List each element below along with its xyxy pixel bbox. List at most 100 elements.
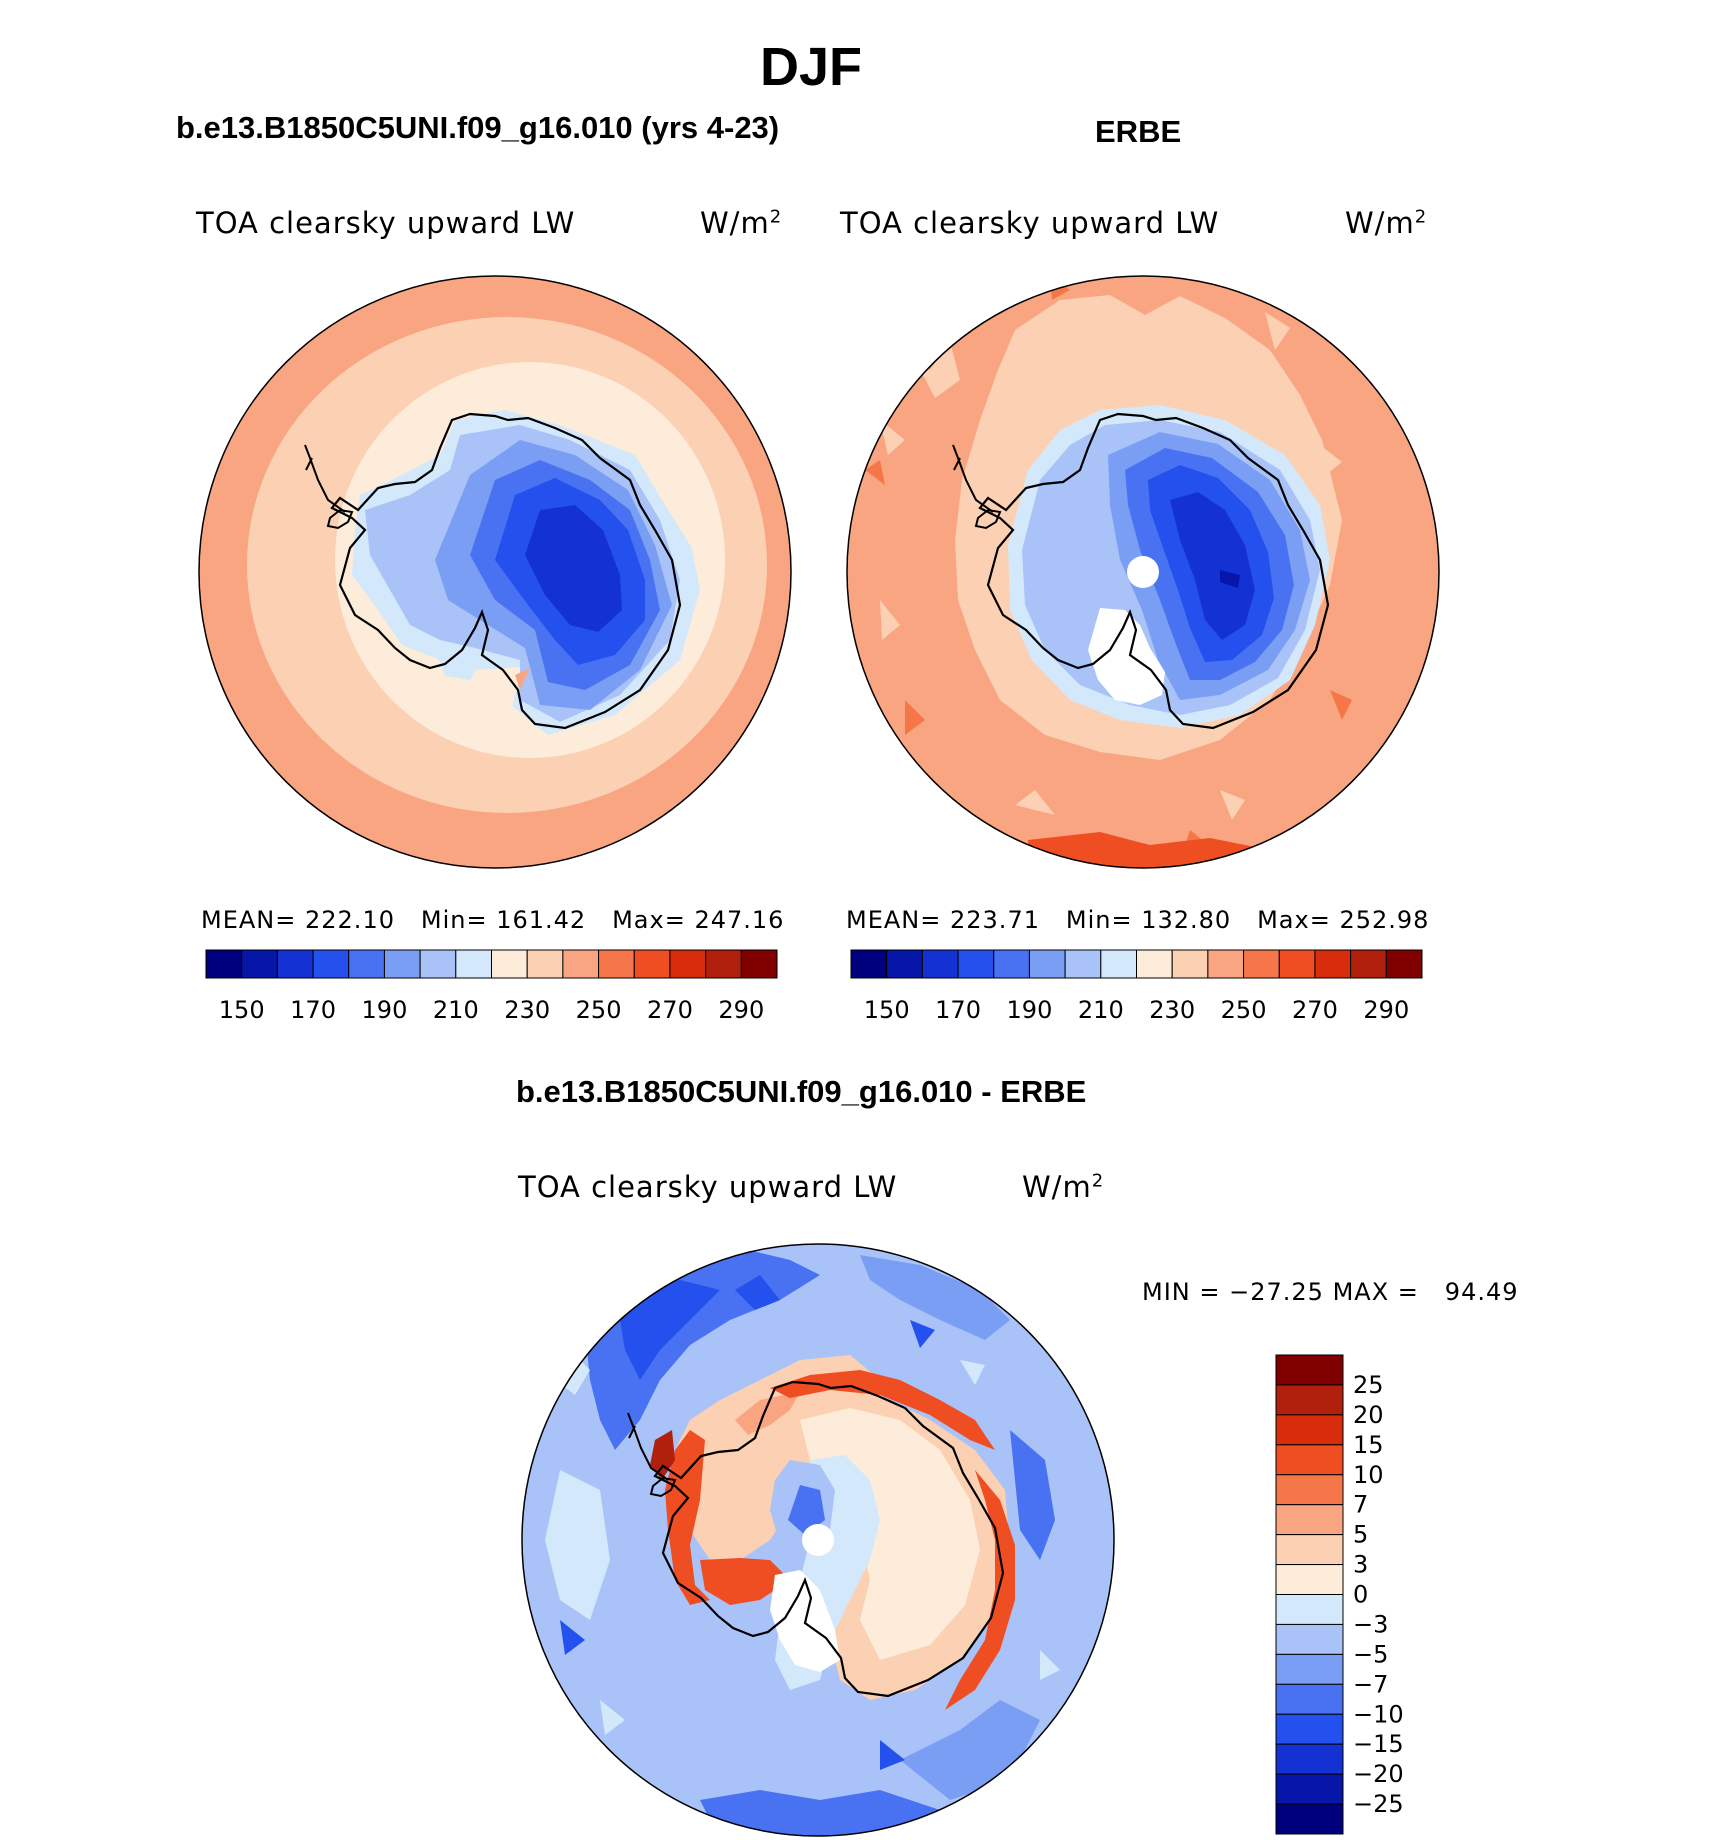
obs-units-label: W/m2 <box>1345 206 1428 240</box>
model-colorbar-box-0 <box>205 949 243 979</box>
model-map-border <box>198 275 792 869</box>
obs-map-pole-hole <box>1127 556 1159 588</box>
obs-colorbar-tick-label: 270 <box>1292 996 1338 1024</box>
page-title: DJF <box>760 37 863 97</box>
obs-colorbar-tick-label: 250 <box>1221 996 1267 1024</box>
diff-map-border <box>521 1243 1115 1837</box>
diff-colorbar-tick-label: 7 <box>1353 1491 1368 1519</box>
obs-colorbar-tick-label: 230 <box>1149 996 1195 1024</box>
model-map-weddell-shelf <box>326 508 354 530</box>
model-map-ice-170 <box>525 505 622 632</box>
diff-map-pos-peninsula <box>650 1430 675 1480</box>
obs-colorbar-tick-label: 150 <box>864 996 910 1024</box>
obs-colorbar-box-12 <box>1278 949 1316 979</box>
model-colorbar-box-11 <box>598 949 635 979</box>
diff-colorbar-box-10 <box>1275 1653 1344 1685</box>
diff-colorbar-box-13 <box>1275 1743 1344 1775</box>
obs-map-peninsula <box>952 444 994 513</box>
obs-colorbar-box-13 <box>1314 949 1352 979</box>
diff-map-pos-north-mid <box>735 1392 800 1435</box>
diff-heading: b.e13.B1850C5UNI.f09_g16.010 - ERBE <box>516 1074 1087 1109</box>
diff-colorbar-tick-label: −20 <box>1353 1760 1404 1788</box>
obs-colorbar-box-15 <box>1385 949 1423 979</box>
obs-colorbar-box-3 <box>957 949 995 979</box>
obs-map-border <box>846 275 1440 869</box>
diff-colorbar-box-3 <box>1275 1444 1344 1476</box>
model-units-label: W/m2 <box>700 206 783 240</box>
diff-map <box>522 1244 1114 1836</box>
diff-map-neg-interior-strong <box>788 1485 825 1535</box>
diff-map-coastline <box>653 1380 1005 1698</box>
model-map-ross-shelf <box>438 645 482 680</box>
diff-colorbar-tick-label: −25 <box>1353 1790 1404 1818</box>
obs-colorbar-box-2 <box>921 949 959 979</box>
diff-colorbar-box-1 <box>1275 1384 1344 1416</box>
obs-colorbar-box-0 <box>850 949 888 979</box>
diff-colorbar-box-5 <box>1275 1504 1344 1536</box>
obs-colorbar-tick-label: 170 <box>935 996 981 1024</box>
model-colorbar-tick-label: 250 <box>576 996 622 1024</box>
diff-map-pole-hole <box>802 1524 834 1556</box>
diff-colorbar-box-14 <box>1275 1773 1344 1805</box>
model-colorbar-tick-label: 270 <box>647 996 693 1024</box>
obs-colorbar-box-1 <box>886 949 923 979</box>
diff-map-neg-west-light <box>545 1470 610 1620</box>
diff-colorbar-box-9 <box>1275 1623 1344 1655</box>
obs-map <box>847 276 1439 868</box>
model-colorbar-box-13 <box>669 949 707 979</box>
diff-colorbar-tick-label: 5 <box>1353 1521 1368 1549</box>
model-colorbar-tick-label: 290 <box>718 996 764 1024</box>
model-variable-label: TOA clearsky upward LW <box>196 206 576 240</box>
obs-map-nodata-shelf <box>1088 608 1165 705</box>
model-colorbar-tick-label: 150 <box>219 996 265 1024</box>
obs-variable-label: TOA clearsky upward LW <box>840 206 1220 240</box>
model-map-coastline <box>330 412 682 730</box>
model-stats: MEAN= 222.10 Min= 161.42 Max= 247.16 <box>201 906 785 934</box>
diff-colorbar-box-11 <box>1275 1683 1344 1715</box>
model-map-peninsula <box>304 444 346 513</box>
obs-heading: ERBE <box>1095 114 1182 149</box>
diff-map-pos-ross-edge <box>700 1558 790 1605</box>
obs-map-coastline <box>978 412 1330 730</box>
obs-colorbar-box-11 <box>1243 949 1280 979</box>
model-colorbar-tick-label: 210 <box>433 996 479 1024</box>
obs-colorbar-tick-label: 290 <box>1363 996 1409 1024</box>
obs-colorbar-tick-label: 190 <box>1007 996 1053 1024</box>
obs-colorbar-box-7 <box>1100 949 1137 979</box>
model-colorbar-box-7 <box>455 949 492 979</box>
diff-colorbar-box-8 <box>1275 1594 1344 1625</box>
obs-colorbar-box-9 <box>1171 949 1209 979</box>
diff-colorbar-box-0 <box>1275 1354 1344 1386</box>
diff-colorbar-box-15 <box>1275 1803 1344 1835</box>
diff-colorbar-tick-label: −10 <box>1353 1700 1404 1728</box>
diff-colorbar-tick-label: −15 <box>1353 1730 1404 1758</box>
model-colorbar-tick-label: 230 <box>504 996 550 1024</box>
model-colorbar-box-12 <box>633 949 671 979</box>
diff-minmax: MIN = −27.25 MAX = 94.49 <box>1142 1278 1519 1306</box>
diff-map-neg-south <box>700 1790 940 1836</box>
model-colorbar-box-8 <box>491 949 528 979</box>
diff-variable-label: TOA clearsky upward LW <box>518 1170 898 1204</box>
diff-colorbar-tick-label: −7 <box>1353 1670 1388 1698</box>
obs-map-weddell-shelf <box>974 508 1002 530</box>
obs-stats: MEAN= 223.71 Min= 132.80 Max= 252.98 <box>846 906 1430 934</box>
model-colorbar-box-14 <box>705 949 742 979</box>
diff-colorbar-tick-label: 0 <box>1353 1581 1368 1609</box>
diff-colorbar-tick-label: −3 <box>1353 1610 1388 1638</box>
model-colorbar: 150 170 190 210 230 250 270 290 <box>205 949 778 1024</box>
model-colorbar-tick-label: 190 <box>362 996 408 1024</box>
model-colorbar-box-15 <box>740 949 778 979</box>
diff-map-neg-north <box>860 1255 1010 1340</box>
model-colorbar-box-1 <box>241 949 278 979</box>
obs-colorbar-box-14 <box>1350 949 1387 979</box>
obs-colorbar-tick-label: 210 <box>1078 996 1124 1024</box>
diff-map-weddell-shelf <box>649 1476 677 1498</box>
obs-colorbar-box-4 <box>993 949 1030 979</box>
diff-map-neg-east <box>1010 1430 1055 1560</box>
model-colorbar-tick-label: 170 <box>290 996 336 1024</box>
diff-colorbar-box-7 <box>1275 1564 1344 1595</box>
model-map <box>199 276 791 868</box>
diff-colorbar-tick-label: 3 <box>1353 1551 1368 1579</box>
